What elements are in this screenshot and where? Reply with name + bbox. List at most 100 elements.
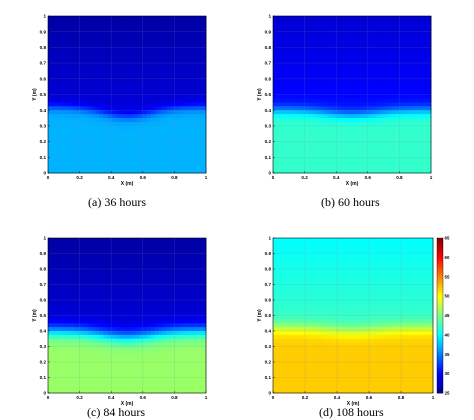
heatmap-cell xyxy=(130,133,136,139)
heatmap-cell xyxy=(284,59,290,64)
heatmap-cell xyxy=(292,94,298,99)
heatmap-cell xyxy=(150,70,156,76)
heatmap-cell xyxy=(166,67,171,72)
heatmap-cell xyxy=(48,19,53,25)
heatmap-cell xyxy=(387,110,392,115)
heatmap-cell xyxy=(75,338,80,344)
heatmap-cell xyxy=(130,118,136,123)
heatmap-cell xyxy=(292,165,298,170)
heatmap-cell xyxy=(154,296,159,301)
heatmap-cell xyxy=(55,94,61,99)
heatmap-cell xyxy=(407,31,412,37)
heatmap-cell xyxy=(415,153,420,158)
heatmap-cell xyxy=(395,145,400,150)
heatmap-cell xyxy=(312,47,317,52)
heatmap-cell xyxy=(51,43,57,48)
heatmap-cell xyxy=(146,43,152,48)
heatmap-cell xyxy=(182,323,187,328)
heatmap-cell xyxy=(292,114,298,119)
heatmap-cell xyxy=(127,23,132,29)
heatmap-cell xyxy=(367,90,373,95)
heatmap-cell xyxy=(115,23,120,29)
heatmap-cell xyxy=(75,369,80,375)
heatmap-cell xyxy=(300,129,305,135)
y-tick-label: 0.6 xyxy=(40,76,47,81)
heatmap-cell xyxy=(427,55,432,60)
heatmap-cell xyxy=(383,121,388,127)
grid-lines xyxy=(48,238,206,393)
heatmap-cell xyxy=(134,389,140,394)
heatmap-cell xyxy=(178,90,183,95)
heatmap-cell xyxy=(399,47,404,52)
heatmap-cell xyxy=(95,67,100,72)
heatmap-cell xyxy=(71,249,77,254)
heatmap-cell xyxy=(186,55,191,60)
heatmap-cell xyxy=(170,238,175,243)
heatmap-cell xyxy=(91,67,96,72)
y-tick-label: 0.2 xyxy=(40,360,47,365)
heatmap-cell xyxy=(134,303,140,309)
heatmap-cell xyxy=(134,373,140,378)
heatmap-cell xyxy=(91,385,96,390)
heatmap-cell xyxy=(48,331,53,336)
heatmap-cell xyxy=(95,74,100,80)
heatmap-cell xyxy=(280,165,286,170)
heatmap-cell xyxy=(284,102,290,107)
heatmap-cell xyxy=(146,133,152,139)
heatmap-cell xyxy=(304,121,309,127)
heatmap-cell xyxy=(63,169,69,174)
heatmap-cell xyxy=(130,23,136,29)
heatmap-cell xyxy=(107,169,112,174)
heatmap-cell xyxy=(304,102,309,107)
heatmap-cell xyxy=(387,90,392,95)
heatmap-cell xyxy=(154,47,159,52)
heatmap-cell xyxy=(324,27,329,33)
heatmap-cell xyxy=(59,307,65,313)
heatmap-cell xyxy=(91,354,96,359)
heatmap-cell xyxy=(166,307,171,313)
heatmap-cell xyxy=(95,16,100,21)
heatmap-cell xyxy=(127,67,132,72)
heatmap-cell xyxy=(182,169,187,174)
heatmap-cell xyxy=(304,129,309,135)
heatmap-cell xyxy=(170,51,175,56)
heatmap-cell xyxy=(304,149,309,154)
heatmap-cell xyxy=(395,47,400,52)
y-tick-label: 0.4 xyxy=(265,108,272,113)
heatmap-cell xyxy=(67,257,73,262)
heatmap-cell xyxy=(123,125,128,131)
heatmap-cell xyxy=(340,27,345,33)
heatmap-cell xyxy=(59,342,65,347)
heatmap-cell xyxy=(427,161,432,166)
heatmap-cell xyxy=(115,153,120,158)
heatmap-cell xyxy=(150,78,156,84)
heatmap-cell xyxy=(59,272,65,278)
heatmap-cell xyxy=(284,43,290,48)
heatmap-cell xyxy=(276,110,282,115)
heatmap-cell xyxy=(162,362,167,367)
heatmap-cell xyxy=(166,365,171,371)
heatmap-cell xyxy=(348,86,353,91)
heatmap-cell xyxy=(154,265,159,270)
panel-c: 0 0.2 0.4 0.6 0.8 1 0 0.1 0.2 0.3 0.4 0.5 0.6 0.7 0.8 0… xyxy=(0,212,237,420)
heatmap-cell xyxy=(186,315,191,320)
heatmap-cell xyxy=(51,19,57,25)
y-tick-label: 0.7 xyxy=(40,61,47,66)
heatmap-cell xyxy=(111,288,116,293)
heatmap-cell xyxy=(111,161,116,166)
heatmap-cell xyxy=(296,98,302,103)
heatmap-cell xyxy=(119,145,124,150)
heatmap-cell xyxy=(182,16,187,21)
heatmap-cell xyxy=(296,149,302,154)
heatmap-cell xyxy=(48,43,53,48)
heatmap-cell xyxy=(150,292,156,297)
heatmap-cell xyxy=(75,389,80,394)
heatmap-cell xyxy=(115,165,120,170)
heatmap-cell xyxy=(127,165,132,170)
heatmap-cell xyxy=(182,141,187,146)
heatmap-cell xyxy=(103,133,108,139)
heatmap-cell xyxy=(134,253,140,258)
heatmap-cell xyxy=(103,389,108,394)
heatmap-cell xyxy=(336,121,341,127)
heatmap-cell xyxy=(371,74,377,80)
